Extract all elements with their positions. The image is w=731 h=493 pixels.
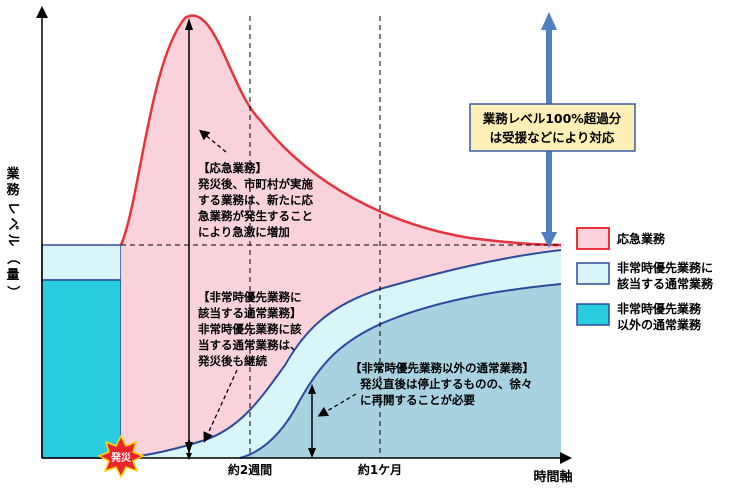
- priority-note-line-3: 非常時優先業務に該: [198, 322, 302, 336]
- legend-label-other-2: 以外の通常業務: [617, 317, 702, 332]
- x-tick-two-weeks: 約2週間: [228, 462, 272, 477]
- legend-label-priority-2: 該当する通常業務: [617, 276, 714, 291]
- emergency-annotation: 【応急業務】 発災後、市町村が実施 する業務は、新たに応 急業務が発生すること …: [197, 161, 313, 239]
- priority-pointer-arrow: [203, 369, 238, 443]
- other-note-line-3: に再開することが必要: [360, 393, 475, 407]
- y-label-char-3: レ: [5, 201, 20, 214]
- other-note-line-2: 発災直後は停止するものの、徐々: [359, 377, 533, 391]
- burst-icon: [97, 434, 145, 479]
- y-label-char-4: ベ: [5, 217, 20, 230]
- priority-note-line-1: 【非常時優先業務に: [198, 290, 302, 304]
- y-label-char-2: 務: [6, 182, 20, 198]
- emergency-note-line-4: 急業務が発生すること: [198, 209, 313, 223]
- priority-annotation: 【非常時優先業務に 該当する通常業務】 非常時優先業務に該 当する通常業務は、 …: [197, 290, 302, 368]
- y-label-char-1: 業: [5, 166, 20, 182]
- y-label-char-7: 量: [6, 268, 19, 283]
- x-axis-label: 時間軸: [533, 469, 572, 485]
- legend: 応急業務 非常時優先業務に 該当する通常業務 非常時優先業務 以外の通常業務: [576, 227, 714, 332]
- legend-swatch-emergency: [576, 227, 610, 250]
- other-note-line-1: 【非常時優先業務以外の通常業務】: [350, 361, 534, 375]
- emergency-note-line-3: する業務は、新たに応: [198, 193, 313, 207]
- emergency-curve: [119, 14, 562, 247]
- legend-swatch-other: [576, 303, 610, 326]
- pre-disaster-priority-block: [41, 244, 122, 281]
- y-label-char-8: ）: [5, 285, 21, 298]
- x-tick-one-month: 約1ケ月: [358, 462, 402, 477]
- priority-work-area: [121, 250, 561, 458]
- emergency-note-line-1: 【応急業務】: [198, 161, 267, 175]
- priority-height-arrow: [186, 438, 192, 460]
- other-curve: [239, 283, 562, 459]
- emergency-pointer-arrow: [198, 129, 227, 153]
- priority-note-line-2: 該当する通常業務】: [198, 306, 302, 320]
- excess-callout-box: [469, 103, 636, 152]
- legend-swatch-priority: [576, 262, 610, 285]
- pre-disaster-other-block: [41, 279, 122, 459]
- priority-note-line-4: 当する通常業務は、: [198, 338, 302, 352]
- emergency-work-area: [121, 15, 561, 459]
- y-label-char-5: ル: [5, 233, 20, 246]
- disaster-badge-label: 発災: [110, 451, 132, 464]
- y-axis-label: 業 務 レ ベ ル （ 量 ）: [5, 166, 21, 299]
- y-label-char-6: （: [5, 251, 21, 264]
- legend-label-other-1: 非常時優先業務: [617, 301, 702, 316]
- callout-line-2: は受援などにより対応: [490, 130, 615, 145]
- priority-note-line-5: 発災後も継続: [197, 354, 267, 368]
- callout-line-1: 業務レベル100%超過分: [482, 111, 622, 126]
- other-annotation: 【非常時優先業務以外の通常業務】 発災直後は停止するものの、徐々 に再開すること…: [350, 361, 534, 407]
- emergency-note-line-2: 発災後、市町村が実施: [197, 177, 313, 191]
- legend-label-priority-1: 非常時優先業務に: [617, 260, 713, 275]
- legend-label-emergency: 応急業務: [617, 231, 666, 246]
- other-gap-arrow: [308, 384, 316, 458]
- disaster-badge: 発災: [97, 434, 145, 479]
- emergency-note-line-5: により急激に増加: [198, 225, 290, 239]
